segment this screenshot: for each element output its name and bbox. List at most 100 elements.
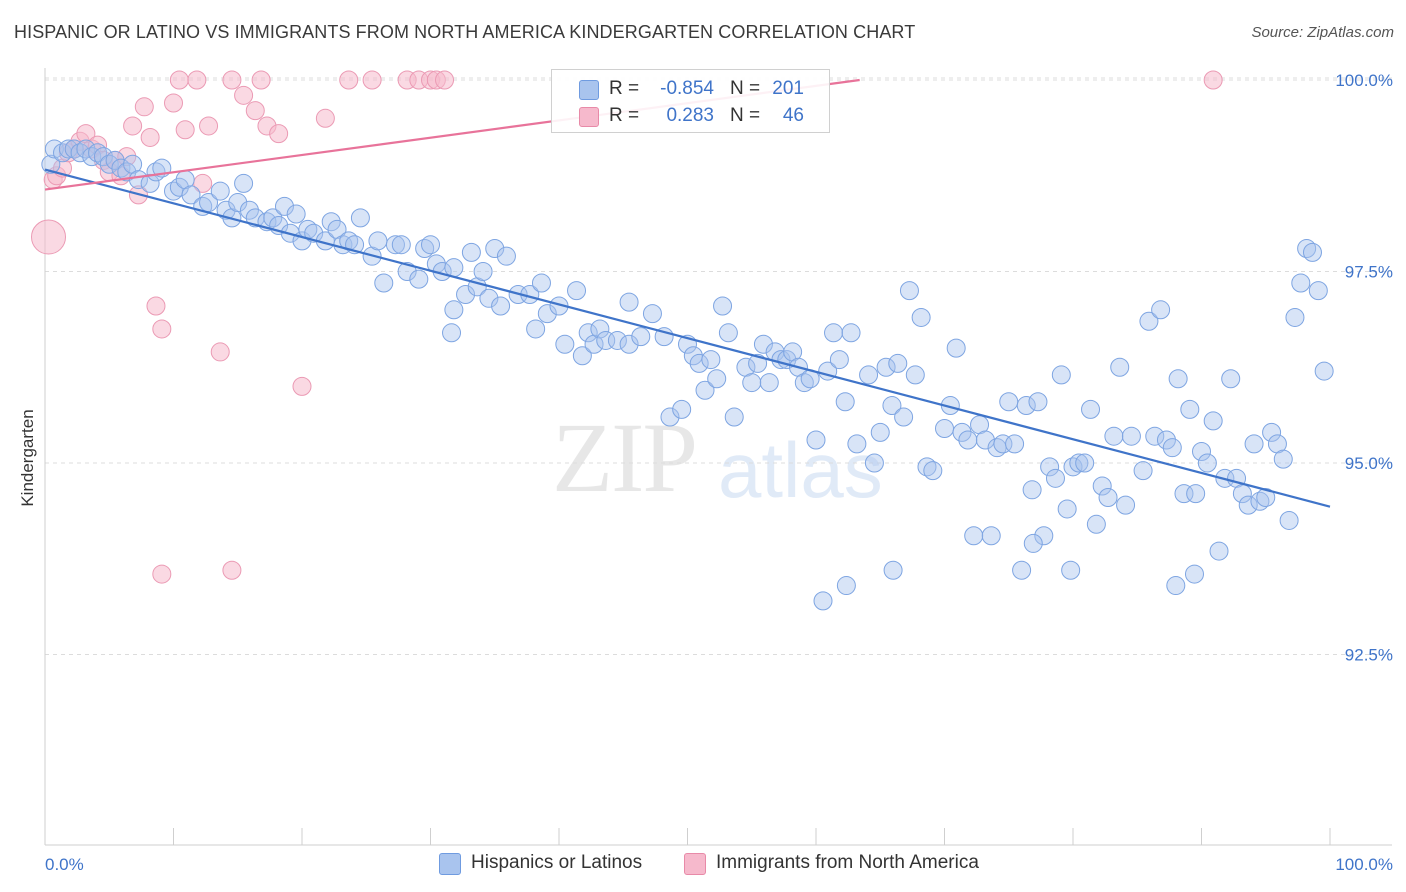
data-point-hispanics <box>642 304 662 324</box>
series-legend-label: Hispanics or Latinos <box>471 852 643 873</box>
data-point-hispanics <box>409 269 429 289</box>
data-point-hispanics <box>946 338 966 358</box>
legend-r-value: -0.854 <box>660 78 714 99</box>
data-point-hispanics <box>1098 487 1118 507</box>
data-point-immigrants <box>269 124 289 144</box>
data-point-hispanics <box>444 300 464 320</box>
data-point-hispanics <box>1192 442 1211 462</box>
data-point-hispanics <box>1023 533 1043 553</box>
legend-n-value: 201 <box>772 78 804 99</box>
data-point-hispanics <box>1168 369 1188 389</box>
data-point-hispanics <box>1314 361 1334 381</box>
data-point-hispanics <box>537 304 557 324</box>
data-point-hispanics <box>1180 399 1200 419</box>
chart-title: HISPANIC OR LATINO VS IMMIGRANTS FROM NO… <box>14 22 916 42</box>
data-point-hispanics <box>1291 273 1311 293</box>
data-point-immigrants <box>222 70 242 90</box>
data-point-hispanics <box>1273 449 1293 469</box>
data-point-hispanics <box>1151 300 1171 320</box>
y-tick-label: 92.5% <box>1345 646 1393 665</box>
data-point-immigrants <box>134 97 154 117</box>
data-point-hispanics <box>1162 438 1182 458</box>
legend-r-value: 0.283 <box>666 105 714 126</box>
data-point-immigrants <box>251 70 271 90</box>
data-point-immigrants <box>31 219 67 255</box>
data-point-hispanics <box>1116 495 1136 515</box>
data-point-hispanics <box>695 380 715 400</box>
data-point-hispanics <box>1244 434 1264 454</box>
data-point-hispanics <box>1250 491 1270 511</box>
data-point-hispanics <box>368 231 388 251</box>
data-point-hispanics <box>864 453 884 473</box>
data-point-hispanics <box>841 323 861 343</box>
data-point-hispanics <box>1174 484 1194 504</box>
data-point-hispanics <box>935 419 954 439</box>
data-point-hispanics <box>993 434 1013 454</box>
y-axis-label: Kindergarten <box>18 409 37 506</box>
data-point-hispanics <box>286 204 306 224</box>
data-point-hispanics <box>1156 430 1176 450</box>
data-point-hispanics <box>1262 422 1282 442</box>
legend-n-label: N = <box>730 78 761 99</box>
data-point-hispanics <box>117 162 137 182</box>
legend-r-label: R = <box>609 78 640 99</box>
data-point-hispanics <box>596 330 616 350</box>
data-point-hispanics <box>1256 487 1276 507</box>
data-point-hispanics <box>1139 311 1159 331</box>
data-point-hispanics <box>847 434 867 454</box>
series-legend: Hispanics or Latinos Immigrants from Nor… <box>0 850 1406 880</box>
data-point-hispanics <box>1110 357 1130 377</box>
data-point-hispanics <box>461 242 481 262</box>
data-point-hispanics <box>1133 461 1153 481</box>
data-point-immigrants <box>175 120 195 140</box>
data-point-hispanics <box>1166 576 1186 596</box>
data-point-hispanics <box>1186 484 1206 504</box>
data-point-hispanics <box>374 273 394 293</box>
data-point-hispanics <box>824 323 844 343</box>
data-point-hispanics <box>829 350 849 370</box>
legend-swatch-blue <box>579 80 599 100</box>
data-point-hispanics <box>1040 457 1060 477</box>
data-point-hispanics <box>724 407 744 427</box>
data-point-hispanics <box>713 296 733 316</box>
x-tick-label: 100.0% <box>1335 855 1393 874</box>
data-point-hispanics <box>707 369 727 389</box>
legend-row-immigrants: R = 0.283 N = 46 <box>552 102 829 128</box>
data-point-immigrants <box>339 70 359 90</box>
data-point-hispanics <box>859 365 879 385</box>
data-point-hispanics <box>567 281 587 301</box>
data-point-hispanics <box>619 292 639 312</box>
data-point-hispanics <box>1005 434 1025 454</box>
y-tick-label: 97.5% <box>1345 263 1393 282</box>
data-point-hispanics <box>794 373 814 393</box>
data-point-immigrants <box>164 93 183 113</box>
data-point-immigrants <box>199 116 219 136</box>
data-point-hispanics <box>128 170 148 190</box>
data-point-hispanics <box>350 208 370 228</box>
data-point-hispanics <box>888 353 908 373</box>
data-point-hispanics <box>836 576 856 596</box>
data-point-hispanics <box>169 177 189 197</box>
watermark-zip: ZIP <box>552 402 698 513</box>
data-point-hispanics <box>981 526 1001 546</box>
data-point-immigrants <box>123 116 143 136</box>
data-point-hispanics <box>876 357 896 377</box>
data-point-hispanics <box>742 373 762 393</box>
data-point-hispanics <box>672 399 692 419</box>
series-immigrants-points <box>31 70 1223 584</box>
legend-n-label: N = <box>730 105 761 126</box>
data-point-hispanics <box>239 200 259 220</box>
data-point-hispanics <box>473 262 493 281</box>
data-point-immigrants <box>1203 70 1223 90</box>
data-point-hispanics <box>660 407 680 427</box>
data-point-hispanics <box>1028 392 1048 412</box>
data-point-hispanics <box>882 396 902 416</box>
data-point-immigrants <box>140 127 160 147</box>
data-point-hispanics <box>1209 541 1229 561</box>
data-point-hispanics <box>806 430 826 450</box>
data-point-hispanics <box>883 560 903 580</box>
data-point-hispanics <box>1221 369 1241 389</box>
data-point-immigrants <box>146 296 166 316</box>
data-point-hispanics <box>304 223 324 243</box>
data-point-hispanics <box>1034 526 1054 546</box>
